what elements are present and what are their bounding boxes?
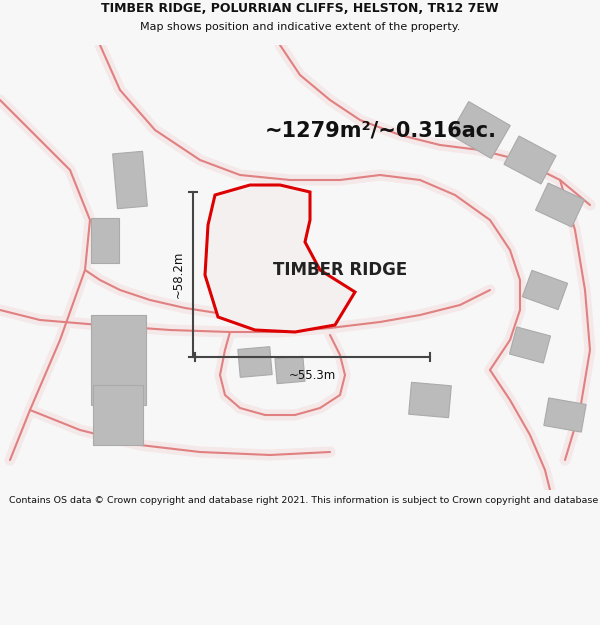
Polygon shape xyxy=(205,185,355,332)
Polygon shape xyxy=(450,101,510,159)
Polygon shape xyxy=(93,385,143,445)
Polygon shape xyxy=(509,327,551,363)
Polygon shape xyxy=(544,398,586,432)
Polygon shape xyxy=(536,183,584,227)
Text: ~55.3m: ~55.3m xyxy=(289,369,336,382)
Polygon shape xyxy=(409,382,451,418)
Polygon shape xyxy=(504,136,556,184)
Polygon shape xyxy=(91,217,119,262)
Polygon shape xyxy=(523,271,568,309)
Text: ~1279m²/~0.316ac.: ~1279m²/~0.316ac. xyxy=(265,120,497,140)
Text: ~58.2m: ~58.2m xyxy=(172,251,185,298)
Polygon shape xyxy=(238,347,272,378)
Text: TIMBER RIDGE, POLURRIAN CLIFFS, HELSTON, TR12 7EW: TIMBER RIDGE, POLURRIAN CLIFFS, HELSTON,… xyxy=(101,2,499,15)
Polygon shape xyxy=(91,315,146,405)
Text: Map shows position and indicative extent of the property.: Map shows position and indicative extent… xyxy=(140,22,460,32)
Polygon shape xyxy=(113,151,148,209)
Text: TIMBER RIDGE: TIMBER RIDGE xyxy=(273,261,407,279)
Text: Contains OS data © Crown copyright and database right 2021. This information is : Contains OS data © Crown copyright and d… xyxy=(9,496,600,505)
Polygon shape xyxy=(275,356,305,384)
